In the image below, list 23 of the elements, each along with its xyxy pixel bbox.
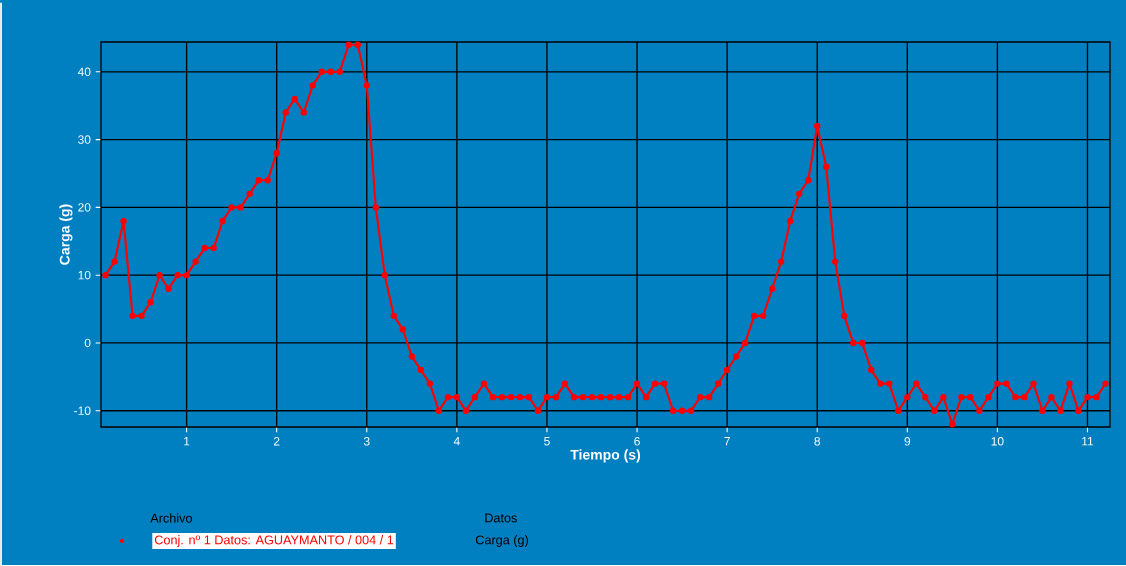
- x-tick-label: 1: [184, 437, 190, 446]
- y-tick-label: -10: [74, 406, 91, 415]
- text: Conj. nº 1 Datos: AGUAYMANTO / 004 / 1: [154, 535, 394, 547]
- x-tick-label: 3: [363, 437, 370, 446]
- y-tick-label: 20: [78, 203, 91, 212]
- legend-title: Archivo: [150, 513, 192, 523]
- x-tick-label: 6: [634, 437, 640, 446]
- x-tick-label: 2: [273, 437, 280, 446]
- x-tick-label: 5: [544, 437, 550, 446]
- x-tick-label: 7: [724, 437, 730, 446]
- text: Datos: [485, 513, 517, 523]
- x-tick-label: 9: [904, 437, 911, 446]
- y-tick-label: 0: [84, 338, 91, 348]
- text: Carga (g): [475, 535, 528, 547]
- y-axis-title: Carga (g): [59, 204, 73, 265]
- y-tick-label: 40: [77, 67, 91, 77]
- y-tick-label: 30: [78, 135, 91, 144]
- x-tick-label: 11: [1082, 437, 1094, 446]
- x-tick-label: 10: [991, 437, 1004, 446]
- x-tick-label: 8: [814, 437, 821, 446]
- y-tick-label: 10: [78, 270, 91, 280]
- x-axis-title: Tiempo (s): [570, 449, 641, 463]
- x-tick-label: 4: [453, 437, 460, 446]
